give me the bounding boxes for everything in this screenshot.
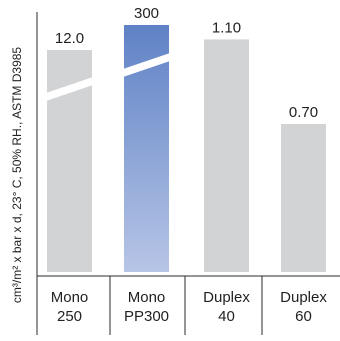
value-label: 1.10	[212, 19, 241, 36]
bar-duplex-60	[281, 124, 326, 272]
plot-area: 12.0 Mono 250 300 Mono PP300 1.10 Duplex 40 0.70 D…	[43, 5, 327, 325]
category-label: Mono	[128, 289, 166, 306]
axis-break-mark	[120, 52, 173, 78]
category-label: Duplex	[203, 289, 250, 306]
value-label: 300	[134, 5, 159, 22]
category-label: 40	[218, 308, 235, 325]
category-label: Mono	[51, 289, 89, 306]
category-label: PP300	[124, 308, 169, 325]
category-label: 250	[57, 308, 82, 325]
y-axis-label: cm³/m² x bar x d, 23° C, 50% RH., ASTM D…	[10, 47, 24, 304]
bar-duplex-40	[204, 39, 249, 272]
category-label: Duplex	[280, 289, 327, 306]
category-label: 60	[295, 308, 312, 325]
value-label: 0.70	[289, 104, 318, 121]
axis-break-mark	[43, 76, 96, 102]
value-label: 12.0	[55, 30, 84, 47]
